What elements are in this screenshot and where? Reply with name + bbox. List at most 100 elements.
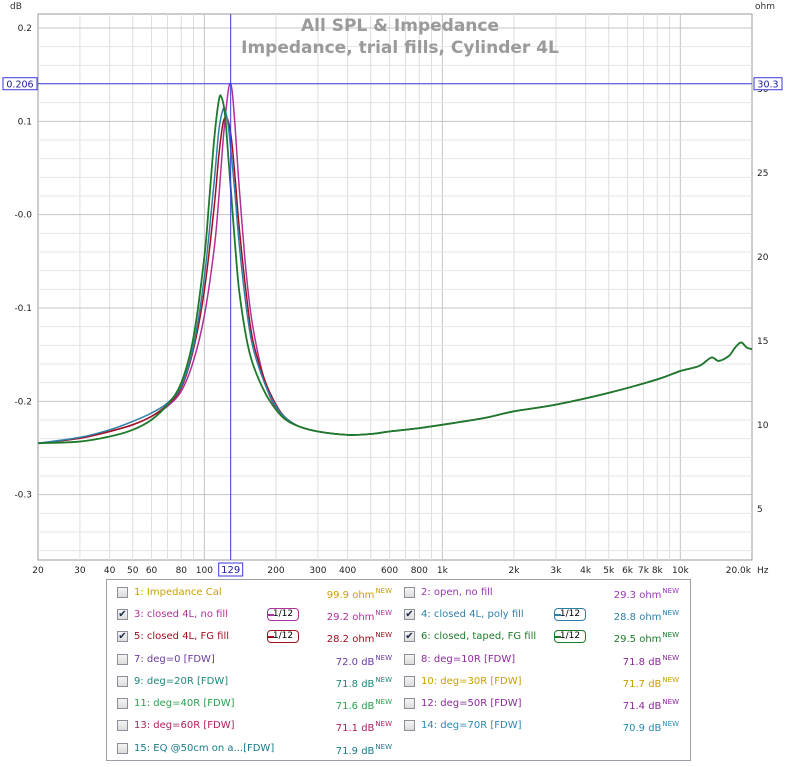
measurement-value-text: 71.8 dB [622,657,662,668]
smoothing-badge[interactable]: 1/12 [554,608,586,621]
measurement-name: 15: EQ @50cm on a...[FDW] [134,743,275,754]
legend-entry[interactable]: 10: deg=30R [FDW] 71.7 dBNEW [404,672,679,692]
new-badge: NEW [375,587,392,595]
legend-entry[interactable]: 9: deg=20R [FDW] 71.8 dBNEW [117,672,392,692]
legend-row: 13: deg=60R [FDW] 71.1 dBNEW 14: deg=70R [… [107,716,692,736]
legend-entry[interactable]: 2: open, no fill 29.3 ohmNEW [404,583,679,603]
right-tick-label: 20 [757,253,769,263]
measurement-checkbox[interactable] [404,720,415,731]
x-tick-label: 800 [411,566,428,576]
measurement-checkbox[interactable] [117,720,128,731]
measurement-value: 72.0 dBNEW [336,654,392,668]
smoothing-badge[interactable]: 1/12 [554,630,586,643]
measurement-value-text: 70.9 dB [622,723,662,734]
measurement-checkbox[interactable] [404,676,415,687]
measurement-checkbox[interactable]: ✔ [404,631,415,642]
measurement-value: 28.2 ohmNEW [327,631,392,645]
smoothing-badge[interactable]: 1/12 [267,630,299,643]
legend-entry[interactable]: 11: deg=40R [FDW] 71.6 dBNEW [117,694,392,714]
measurement-name: 12: deg=50R [FDW] [421,698,522,709]
measurement-name: 7: deg=0 [FDW] [134,654,215,665]
new-badge: NEW [662,609,679,617]
legend-entry[interactable]: 7: deg=0 [FDW] 72.0 dBNEW [117,650,392,670]
x-tick-label: 5k [603,566,615,576]
new-badge: NEW [375,654,392,662]
measurement-checkbox[interactable] [117,654,128,665]
x-tick-label: 600 [381,566,398,576]
cursor-x-readout: 129 [221,565,240,576]
legend-entry[interactable]: 15: EQ @50cm on a...[FDW] 71.9 dBNEW [117,739,392,759]
plot-area[interactable] [37,13,753,561]
new-badge: NEW [662,720,679,728]
measurement-checkbox[interactable] [117,743,128,754]
legend-entry[interactable]: 8: deg=10R [FDW] 71.8 dBNEW [404,650,679,670]
new-badge: NEW [375,698,392,706]
new-badge: NEW [375,676,392,684]
left-tick-label: -0.2 [14,397,32,407]
measurement-value-text: 71.7 dB [622,679,662,690]
legend-entry[interactable]: 12: deg=50R [FDW] 71.4 dBNEW [404,694,679,714]
legend-entry[interactable]: 1: Impedance Cal 99.9 ohmNEW [117,583,392,603]
measurement-value: 29.5 ohmNEW [614,631,679,645]
measurement-value-text: 72.0 dB [335,657,375,668]
curves [37,82,753,445]
x-tick-label: 400 [339,566,356,576]
measurement-value: 71.1 dBNEW [336,720,392,734]
new-badge: NEW [662,654,679,662]
x-tick-label: 6k [622,566,634,576]
measurement-name: 14: deg=70R [FDW] [421,720,522,731]
measurement-value: 71.9 dBNEW [336,743,392,757]
new-badge: NEW [375,631,392,639]
measurement-checkbox[interactable]: ✔ [117,631,128,642]
legend-entry[interactable]: 14: deg=70R [FDW] 70.9 dBNEW [404,716,679,736]
measurement-name: 8: deg=10R [FDW] [421,654,516,665]
left-tick-label: -0.0 [14,211,32,221]
x-tick-label: 30 [74,566,86,576]
x-tick-label: 200 [267,566,284,576]
measurement-checkbox[interactable] [404,587,415,598]
x-tick-label: 80 [176,566,188,576]
measurement-name: 13: deg=60R [FDW] [134,720,235,731]
legend-entry[interactable]: ✔ 4: closed 4L, poly fill 1/12 28.8 ohmNEW [404,605,679,625]
legend-row: 9: deg=20R [FDW] 71.8 dBNEW 10: deg=30R [F… [107,672,692,692]
chart-subtitle: Impedance, trial fills, Cylinder 4L [241,38,559,58]
legend-entry[interactable]: ✔ 5: closed 4L, FG fill 1/12 28.2 ohmNEW [117,627,392,647]
left-tick-label: 0.1 [18,117,32,127]
measurement-checkbox[interactable]: ✔ [404,609,415,620]
measurement-checkbox[interactable] [117,676,128,687]
legend-entry[interactable]: ✔ 6: closed, taped, FG fill 1/12 29.5 ohmNE… [404,627,679,647]
measurement-value: 99.9 ohmNEW [327,587,392,601]
cursor[interactable]: 0.206 30.3 129 [2,14,783,577]
x-tick-label: 1k [437,566,449,576]
legend-row: 1: Impedance Cal 99.9 ohmNEW 2: open, no f… [107,583,692,603]
x-tick-label: 20.0k [726,566,752,576]
measurement-value: 71.6 dBNEW [336,698,392,712]
legend-row: ✔ 3: closed 4L, no fill 1/12 29.2 ohmNEW ✔ 4:… [107,605,692,625]
measurement-value: 71.8 dBNEW [623,654,679,668]
measurement-checkbox[interactable] [404,654,415,665]
cursor-left-readout: 0.206 [6,80,33,91]
measurement-value-text: 71.9 dB [335,746,375,757]
legend-panel: 1: Impedance Cal 99.9 ohmNEW 2: open, no f… [106,579,691,761]
right-tick-label: 15 [757,337,768,347]
measurement-value-text: 71.8 dB [335,679,375,690]
x-tick-label: 10k [672,566,689,576]
new-badge: NEW [375,743,392,751]
measurement-checkbox[interactable] [117,587,128,598]
measurement-checkbox[interactable] [117,698,128,709]
measurement-checkbox[interactable]: ✔ [117,609,128,620]
measurement-value-text: 29.5 ohm [613,634,662,645]
measurement-name: 4: closed 4L, poly fill [421,609,524,620]
measurement-value: 71.7 dBNEW [623,676,679,690]
legend-entry[interactable]: ✔ 3: closed 4L, no fill 1/12 29.2 ohmNEW [117,605,392,625]
chart-title: All SPL & Impedance [301,16,499,36]
cursor-x-readout-box [218,562,244,577]
legend-entry[interactable]: 13: deg=60R [FDW] 71.1 dBNEW [117,716,392,736]
measurement-checkbox[interactable] [404,698,415,709]
smoothing-badge[interactable]: 1/12 [267,608,299,621]
measurement-value: 28.8 ohmNEW [614,609,679,623]
chart[interactable]: 0.20.1-0.0-0.1-0.2-0.3302520151052030405… [0,0,800,580]
x-tick-label: 7k [638,566,650,576]
left-tick-label: 0.2 [18,24,32,34]
measurement-name: 11: deg=40R [FDW] [134,698,235,709]
